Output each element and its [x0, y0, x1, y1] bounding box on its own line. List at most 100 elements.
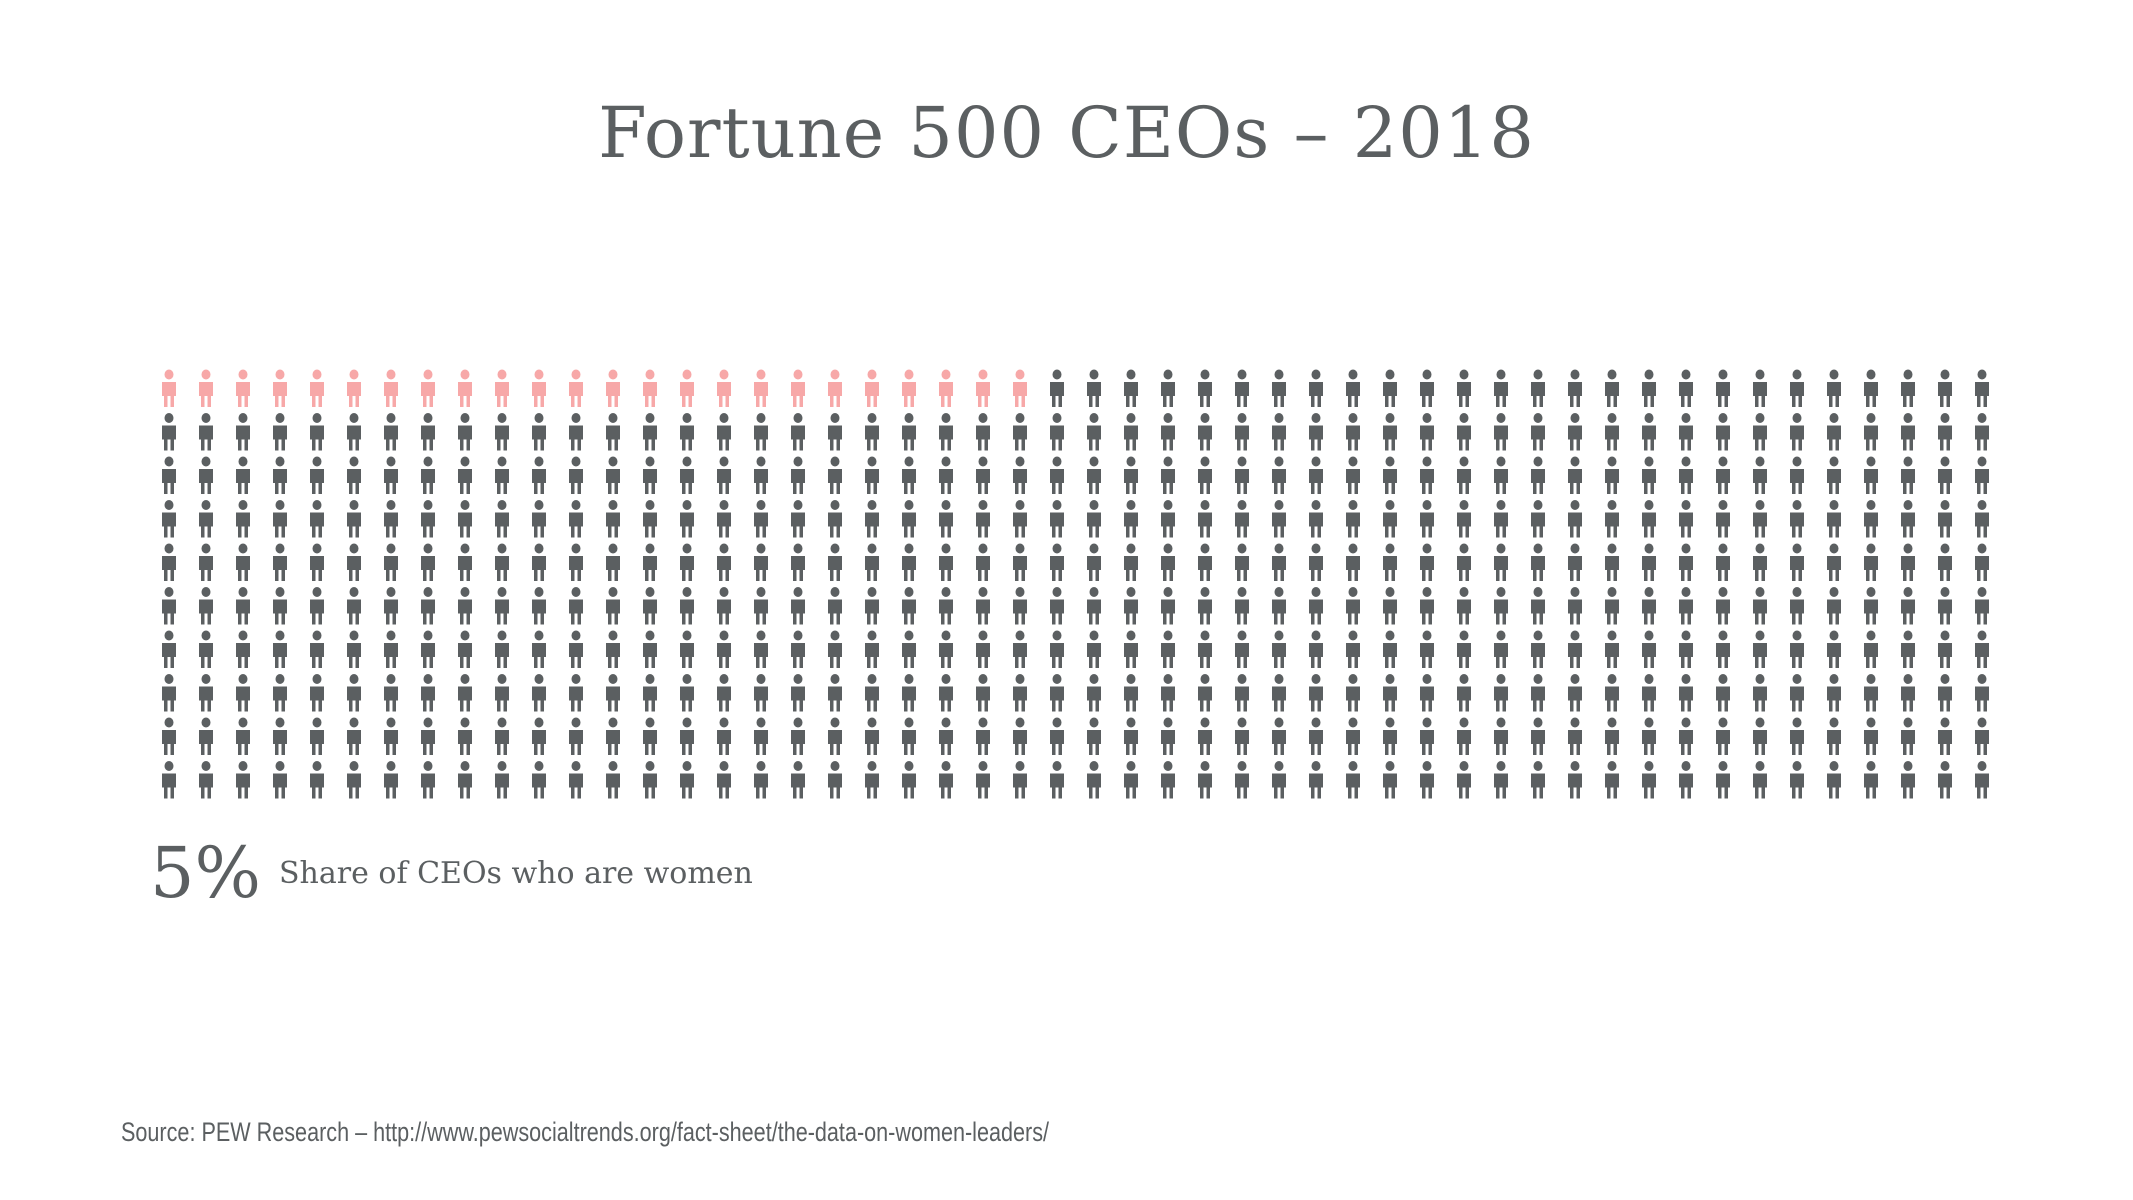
- person-icon: [1161, 630, 1175, 668]
- person-icon: [1124, 543, 1138, 581]
- person-icon: [1272, 674, 1286, 712]
- person-icon: [1161, 587, 1175, 625]
- person-icon: [1309, 674, 1323, 712]
- person-icon: [1531, 500, 1545, 538]
- person-icon: [791, 674, 805, 712]
- person-icon: [532, 717, 546, 755]
- person-icon: [495, 587, 509, 625]
- person-icon: [1827, 674, 1841, 712]
- person-icon: [421, 674, 435, 712]
- person-icon: [1272, 500, 1286, 538]
- person-icon: [1901, 587, 1915, 625]
- person-icon-highlighted: [236, 369, 250, 407]
- person-icon: [1901, 456, 1915, 494]
- person-icon: [1494, 674, 1508, 712]
- person-icon: [976, 500, 990, 538]
- person-icon-highlighted: [643, 369, 657, 407]
- person-icon: [1050, 674, 1064, 712]
- person-icon: [828, 674, 842, 712]
- person-icon: [1605, 369, 1619, 407]
- person-icon: [421, 413, 435, 451]
- person-icon: [976, 456, 990, 494]
- person-icon: [902, 413, 916, 451]
- person-icon: [1864, 587, 1878, 625]
- person-icon: [1605, 630, 1619, 668]
- person-icon: [902, 630, 916, 668]
- person-icon: [1679, 630, 1693, 668]
- person-icon: [569, 587, 583, 625]
- person-icon: [1235, 761, 1249, 799]
- person-icon: [939, 674, 953, 712]
- person-icon: [1605, 500, 1619, 538]
- person-icon: [717, 761, 731, 799]
- person-icon: [1975, 543, 1989, 581]
- person-icon: [902, 587, 916, 625]
- person-icon: [1050, 413, 1064, 451]
- person-icon: [976, 717, 990, 755]
- person-icon: [1716, 500, 1730, 538]
- person-icon-highlighted: [865, 369, 879, 407]
- person-icon: [1420, 369, 1434, 407]
- person-icon: [1420, 413, 1434, 451]
- person-icon: [865, 761, 879, 799]
- person-icon: [1087, 717, 1101, 755]
- person-icon: [1494, 500, 1508, 538]
- person-icon: [1790, 587, 1804, 625]
- person-icon: [273, 543, 287, 581]
- person-icon: [754, 587, 768, 625]
- person-icon: [902, 717, 916, 755]
- person-icon: [939, 761, 953, 799]
- person-icon: [1235, 543, 1249, 581]
- person-icon: [1864, 630, 1878, 668]
- person-icon: [236, 456, 250, 494]
- person-icon: [1087, 413, 1101, 451]
- person-icon: [939, 456, 953, 494]
- person-icon: [1420, 630, 1434, 668]
- person-icon: [310, 543, 324, 581]
- person-icon: [532, 674, 546, 712]
- person-icon: [236, 717, 250, 755]
- person-icon: [384, 761, 398, 799]
- person-icon: [1901, 500, 1915, 538]
- person-icon: [1050, 761, 1064, 799]
- person-icon: [458, 413, 472, 451]
- person-icon: [1975, 500, 1989, 538]
- person-icon: [1716, 761, 1730, 799]
- person-icon: [1457, 413, 1471, 451]
- person-icon: [1050, 456, 1064, 494]
- person-icon: [199, 587, 213, 625]
- person-icon: [791, 500, 805, 538]
- person-icon: [1975, 587, 1989, 625]
- person-icon: [717, 674, 731, 712]
- person-icon: [1272, 717, 1286, 755]
- person-icon: [1124, 717, 1138, 755]
- person-icon: [1568, 587, 1582, 625]
- person-icon: [1864, 761, 1878, 799]
- person-icon: [717, 717, 731, 755]
- person-icon: [1716, 674, 1730, 712]
- person-icon: [1605, 456, 1619, 494]
- person-icon: [1790, 456, 1804, 494]
- person-icon: [939, 717, 953, 755]
- person-icon: [1013, 674, 1027, 712]
- person-icon: [236, 674, 250, 712]
- person-icon: [1827, 761, 1841, 799]
- person-icon: [1013, 413, 1027, 451]
- person-icon: [1568, 456, 1582, 494]
- person-icon: [310, 500, 324, 538]
- person-icon: [976, 761, 990, 799]
- person-icon: [1642, 369, 1656, 407]
- person-icon: [1864, 674, 1878, 712]
- person-icon: [199, 717, 213, 755]
- person-icon: [236, 761, 250, 799]
- person-icon: [1087, 500, 1101, 538]
- person-icon: [1716, 456, 1730, 494]
- person-icon: [1161, 369, 1175, 407]
- person-icon: [310, 674, 324, 712]
- person-icon: [1531, 630, 1545, 668]
- person-icon: [1013, 717, 1027, 755]
- person-icon: [1272, 456, 1286, 494]
- person-icon: [1309, 413, 1323, 451]
- person-icon: [162, 717, 176, 755]
